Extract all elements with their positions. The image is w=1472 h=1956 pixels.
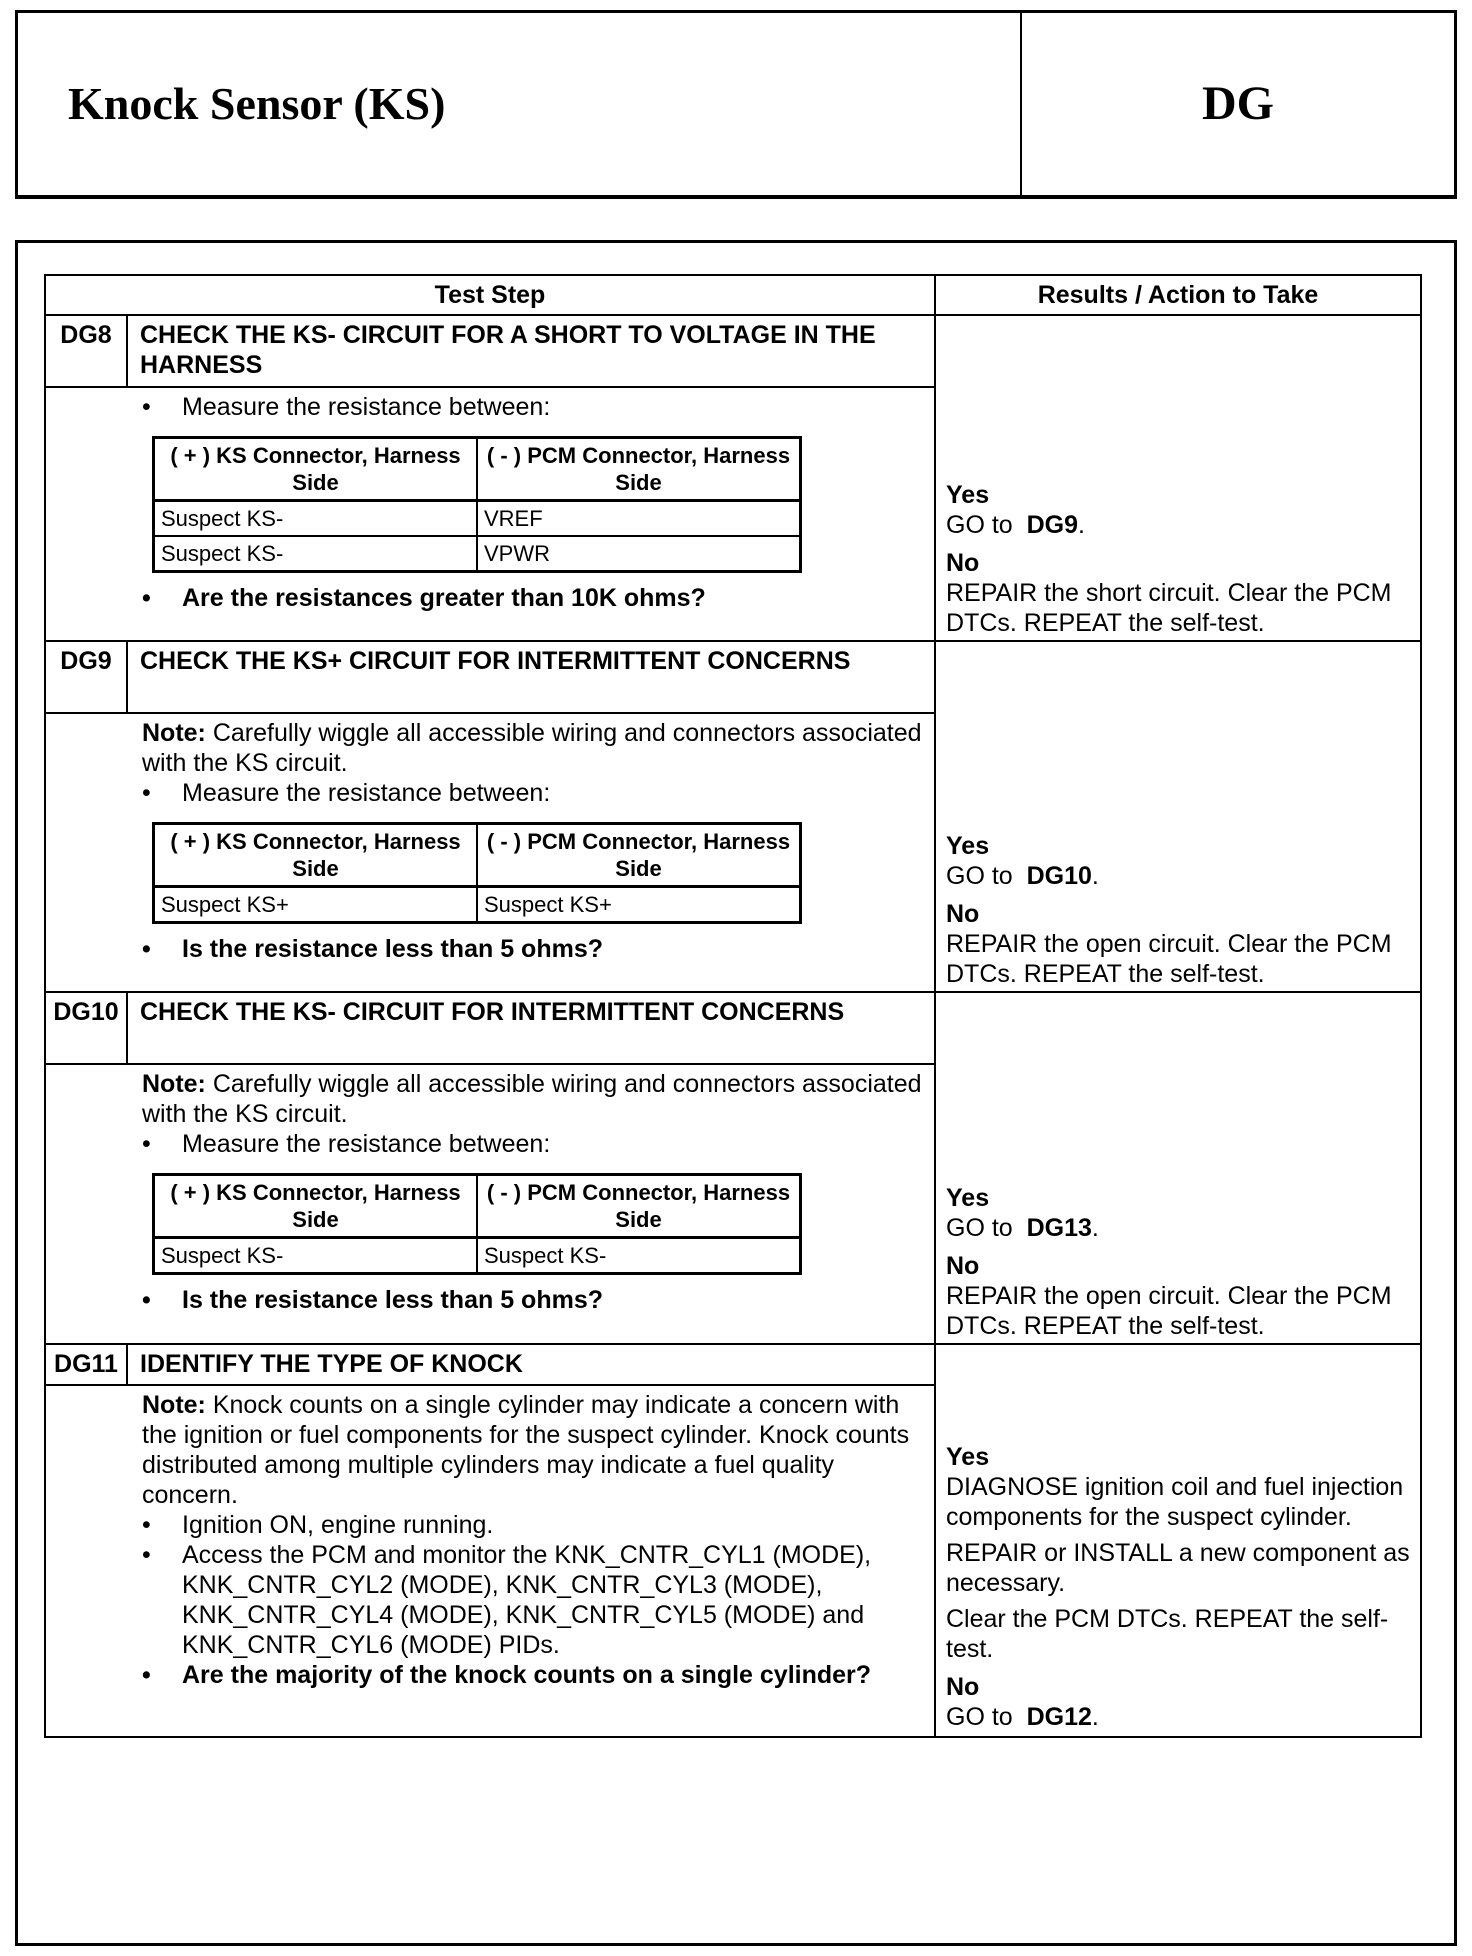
- measurement-row: Suspect KS- Suspect KS-: [152, 1236, 802, 1275]
- note: Note: Knock counts on a single cylinder …: [142, 1391, 910, 1509]
- step-title: CHECK THE KS- CIRCUIT FOR INTERMITTENT C…: [126, 991, 936, 1065]
- instruction-bullet: Access the PCM and monitor the KNK_CNTR_…: [142, 1540, 922, 1660]
- sub-header: ( - ) PCM Connector, Harness Side: [476, 822, 802, 888]
- step-body-row: Note: Carefully wiggle all accessible wi…: [44, 1063, 1421, 1345]
- step-id: DG9: [44, 640, 128, 714]
- step-id: DG8: [44, 314, 128, 388]
- instruction-bullet: Measure the resistance between:: [142, 778, 922, 808]
- question: Are the majority of the knock counts on …: [142, 1660, 922, 1690]
- sub-header: ( + ) KS Connector, Harness Side: [152, 1173, 478, 1239]
- measurement-table: ( + ) KS Connector, Harness Side( - ) PC…: [152, 1173, 802, 1275]
- page-header: Knock Sensor (KS) DG: [15, 10, 1457, 199]
- no-action: REPAIR the open circuit. Clear the PCM D…: [946, 1282, 1392, 1340]
- page-title: Knock Sensor (KS): [68, 78, 446, 129]
- yes-label: Yes: [946, 832, 990, 860]
- sub-header: ( - ) PCM Connector, Harness Side: [476, 1173, 802, 1239]
- sub-cell: Suspect KS+: [152, 885, 478, 924]
- step-title-row: DG8 CHECK THE KS- CIRCUIT FOR A SHORT TO …: [44, 314, 1422, 642]
- results-cell: Yes GO to DG13. No REPAIR the open circuit.…: [934, 991, 1422, 1345]
- question: Is the resistance less than 5 ohms?: [142, 934, 922, 964]
- question: Is the resistance less than 5 ohms?: [142, 1285, 922, 1315]
- step-title-row: DG11 IDENTIFY THE TYPE OF KNOCK Yes DIAGNOS…: [44, 1343, 1422, 1738]
- results-cell: Yes GO to DG9. No REPAIR the short circuit.…: [934, 314, 1422, 642]
- goto-link[interactable]: DG13: [1026, 1214, 1092, 1242]
- sub-header: ( + ) KS Connector, Harness Side: [152, 822, 478, 888]
- goto-link[interactable]: DG12: [1026, 1703, 1092, 1731]
- step-id: DG10: [44, 991, 128, 1065]
- sub-cell: Suspect KS-: [152, 1236, 478, 1275]
- step-id: DG11: [44, 1343, 128, 1386]
- column-header-test-step: Test Step: [44, 274, 936, 316]
- instruction-bullet: Measure the resistance between:: [142, 1129, 922, 1159]
- yes-label: Yes: [946, 1184, 990, 1212]
- step-body-row: Measure the resistance between: ( + ) KS …: [44, 386, 1421, 642]
- step-body: Note: Carefully wiggle all accessible wi…: [44, 712, 936, 993]
- no-label: No: [946, 900, 980, 928]
- no-action: GO to DG12.: [946, 1703, 1099, 1731]
- step-body: Note: Knock counts on a single cylinder …: [44, 1384, 936, 1738]
- sub-cell: VPWR: [476, 535, 802, 573]
- step-title: IDENTIFY THE TYPE OF KNOCK: [126, 1343, 936, 1386]
- header-divider: [1020, 13, 1022, 195]
- note: Note: Carefully wiggle all accessible wi…: [142, 1070, 922, 1128]
- step-title: CHECK THE KS+ CIRCUIT FOR INTERMITTENT C…: [126, 640, 936, 714]
- yes-label: Yes: [946, 481, 990, 509]
- step-body: Note: Carefully wiggle all accessible wi…: [44, 1063, 936, 1345]
- measurement-table: ( + ) KS Connector, Harness Side( - ) PC…: [152, 822, 802, 924]
- section-code: DG: [1202, 77, 1274, 130]
- sub-cell: Suspect KS-: [152, 499, 478, 537]
- test-step-table: Test Step Results / Action to Take DG8 CH…: [44, 274, 1422, 1738]
- step-title-row: DG10 CHECK THE KS- CIRCUIT FOR INTERMITTE…: [44, 991, 1422, 1345]
- measurement-row: Suspect KS- VREF: [152, 499, 802, 537]
- no-label: No: [946, 1252, 980, 1280]
- results-cell: Yes DIAGNOSE ignition coil and fuel injec…: [934, 1343, 1422, 1738]
- column-header-results: Results / Action to Take: [934, 274, 1422, 316]
- yes-action: REPAIR or INSTALL a new component as nec…: [946, 1539, 1410, 1597]
- yes-action: GO to DG9.: [946, 511, 1085, 539]
- note: Note: Carefully wiggle all accessible wi…: [142, 719, 922, 777]
- yes-label: Yes: [946, 1443, 990, 1471]
- sub-cell: Suspect KS-: [152, 535, 478, 573]
- sub-cell: Suspect KS-: [476, 1236, 802, 1275]
- step-body-row: Note: Carefully wiggle all accessible wi…: [44, 712, 1421, 993]
- question: Are the resistances greater than 10K ohm…: [142, 583, 922, 613]
- sub-cell: Suspect KS+: [476, 885, 802, 924]
- sub-header: ( - ) PCM Connector, Harness Side: [476, 436, 802, 502]
- no-label: No: [946, 1673, 980, 1701]
- sub-header: ( + ) KS Connector, Harness Side: [152, 436, 478, 502]
- instruction-bullet: Measure the resistance between:: [142, 392, 922, 422]
- no-label: No: [946, 549, 980, 577]
- goto-link[interactable]: DG9: [1026, 511, 1078, 539]
- results-cell: Yes GO to DG10. No REPAIR the open circuit.…: [934, 640, 1422, 993]
- measurement-row: Suspect KS- VPWR: [152, 535, 802, 573]
- step-body: Measure the resistance between: ( + ) KS …: [44, 386, 936, 642]
- measurement-table: ( + ) KS Connector, Harness Side( - ) PC…: [152, 436, 802, 573]
- yes-action: GO to DG10.: [946, 862, 1099, 890]
- step-body-row: Note: Knock counts on a single cylinder …: [44, 1384, 1421, 1738]
- table-header-row: Test Step Results / Action to Take: [44, 274, 1422, 316]
- yes-action: Clear the PCM DTCs. REPEAT the self-test…: [946, 1605, 1389, 1663]
- yes-action: DIAGNOSE ignition coil and fuel injectio…: [946, 1473, 1404, 1531]
- sub-cell: VREF: [476, 499, 802, 537]
- instruction-bullet: Ignition ON, engine running.: [142, 1510, 922, 1540]
- yes-action: GO to DG13.: [946, 1214, 1099, 1242]
- measurement-row: Suspect KS+ Suspect KS+: [152, 885, 802, 924]
- goto-link[interactable]: DG10: [1026, 862, 1092, 890]
- no-action: REPAIR the short circuit. Clear the PCM …: [946, 579, 1392, 637]
- step-title: CHECK THE KS- CIRCUIT FOR A SHORT TO VOL…: [126, 314, 936, 388]
- content-frame: Test Step Results / Action to Take DG8 CH…: [15, 240, 1457, 1946]
- no-action: REPAIR the open circuit. Clear the PCM D…: [946, 930, 1392, 988]
- step-title-row: DG9 CHECK THE KS+ CIRCUIT FOR INTERMITTEN…: [44, 640, 1422, 993]
